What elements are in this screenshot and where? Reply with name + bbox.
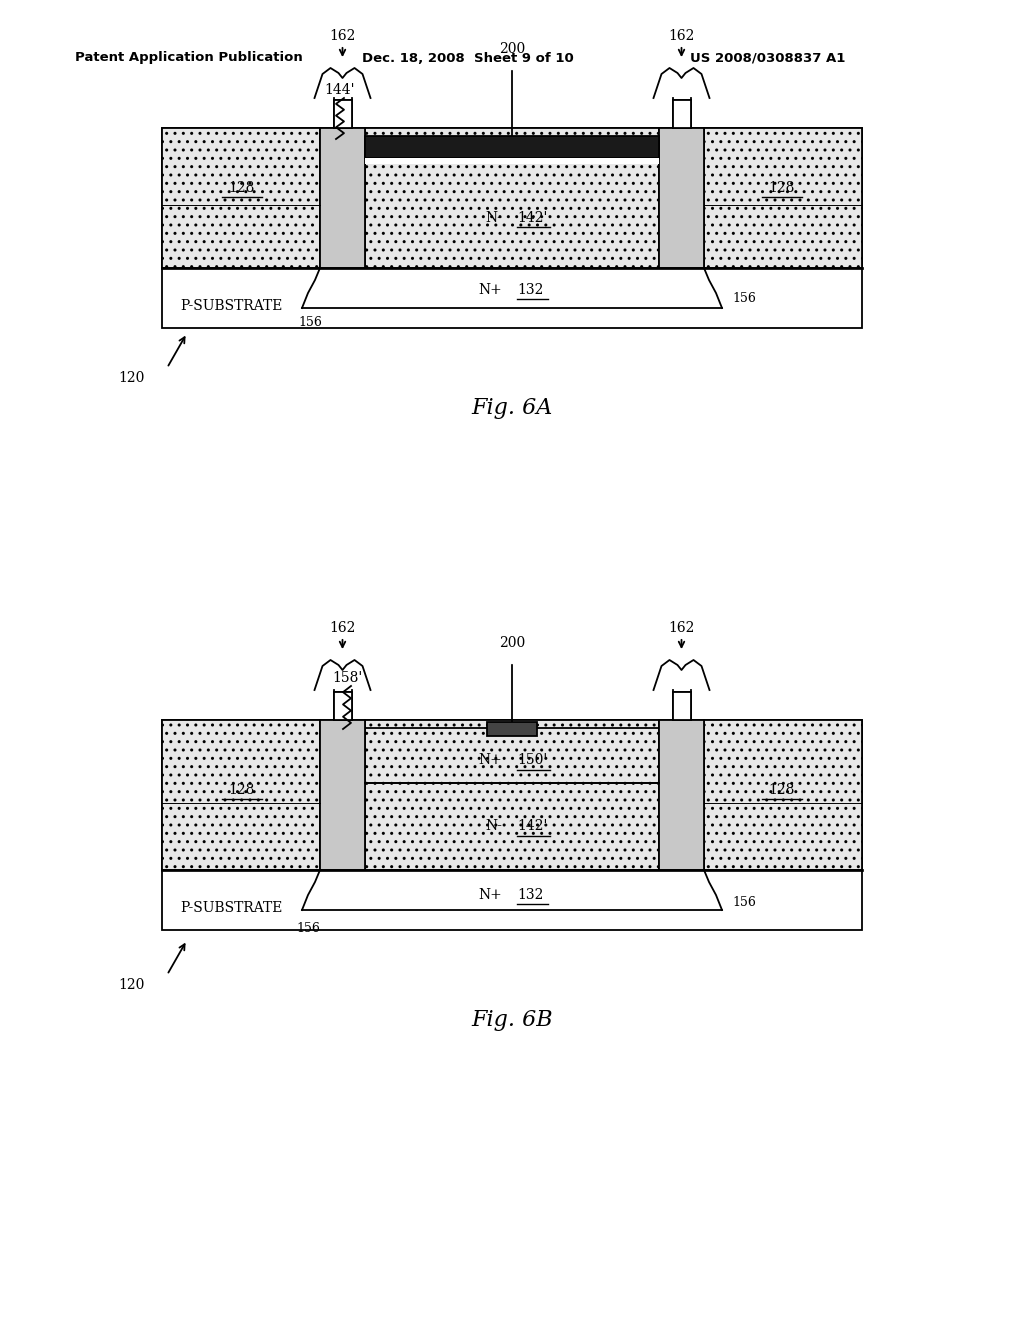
Bar bbox=[162, 128, 862, 327]
Bar bbox=[365, 719, 659, 870]
Text: 142': 142' bbox=[517, 820, 548, 833]
Text: 200: 200 bbox=[499, 42, 525, 55]
Text: 128: 128 bbox=[769, 181, 796, 195]
Bar bbox=[334, 100, 351, 128]
Bar bbox=[162, 719, 319, 870]
Text: 144': 144' bbox=[325, 83, 355, 96]
Text: N+: N+ bbox=[478, 754, 502, 767]
Text: N+: N+ bbox=[478, 888, 502, 902]
Bar bbox=[659, 719, 705, 870]
Text: 158': 158' bbox=[332, 671, 362, 685]
Text: US 2008/0308837 A1: US 2008/0308837 A1 bbox=[690, 51, 846, 65]
Text: 162: 162 bbox=[330, 29, 355, 44]
Text: 156: 156 bbox=[732, 895, 756, 908]
Text: P-SUBSTRATE: P-SUBSTRATE bbox=[180, 300, 283, 313]
Bar bbox=[487, 722, 537, 737]
Bar bbox=[673, 100, 690, 128]
Bar bbox=[365, 128, 659, 268]
Text: Dec. 18, 2008  Sheet 9 of 10: Dec. 18, 2008 Sheet 9 of 10 bbox=[362, 51, 573, 65]
Text: Fig. 6A: Fig. 6A bbox=[471, 397, 553, 418]
Text: 200: 200 bbox=[499, 636, 525, 649]
Bar bbox=[319, 719, 365, 870]
Text: 128: 128 bbox=[228, 181, 255, 195]
Bar bbox=[673, 100, 690, 128]
Text: N+: N+ bbox=[478, 282, 502, 297]
Text: Fig. 6B: Fig. 6B bbox=[471, 1008, 553, 1031]
Text: N-: N- bbox=[485, 820, 502, 833]
Text: 120: 120 bbox=[119, 371, 145, 385]
Bar bbox=[162, 128, 319, 268]
Bar bbox=[334, 692, 351, 719]
Bar bbox=[705, 128, 862, 268]
Bar bbox=[365, 136, 659, 158]
Bar bbox=[334, 692, 351, 719]
Bar bbox=[673, 692, 690, 719]
Text: P-SUBSTRATE: P-SUBSTRATE bbox=[180, 902, 283, 915]
Text: 120: 120 bbox=[119, 978, 145, 993]
Bar bbox=[162, 719, 862, 931]
Text: 142': 142' bbox=[517, 211, 548, 224]
Text: 132: 132 bbox=[517, 888, 544, 902]
Bar bbox=[673, 692, 690, 719]
Text: 128: 128 bbox=[228, 783, 255, 797]
Text: 128: 128 bbox=[769, 783, 796, 797]
Text: 156: 156 bbox=[298, 317, 322, 330]
Text: N-: N- bbox=[485, 211, 502, 224]
Text: 150': 150' bbox=[517, 754, 547, 767]
Bar bbox=[365, 158, 659, 164]
Bar bbox=[334, 100, 351, 128]
Bar bbox=[365, 729, 659, 783]
Text: 156: 156 bbox=[296, 921, 319, 935]
Bar bbox=[659, 128, 705, 268]
Text: Patent Application Publication: Patent Application Publication bbox=[75, 51, 303, 65]
Text: 162: 162 bbox=[330, 620, 355, 635]
Text: 156: 156 bbox=[732, 292, 756, 305]
Text: 162: 162 bbox=[669, 29, 694, 44]
Bar bbox=[705, 719, 862, 870]
Text: 162: 162 bbox=[669, 620, 694, 635]
Bar bbox=[319, 128, 365, 268]
Text: 132: 132 bbox=[517, 282, 544, 297]
